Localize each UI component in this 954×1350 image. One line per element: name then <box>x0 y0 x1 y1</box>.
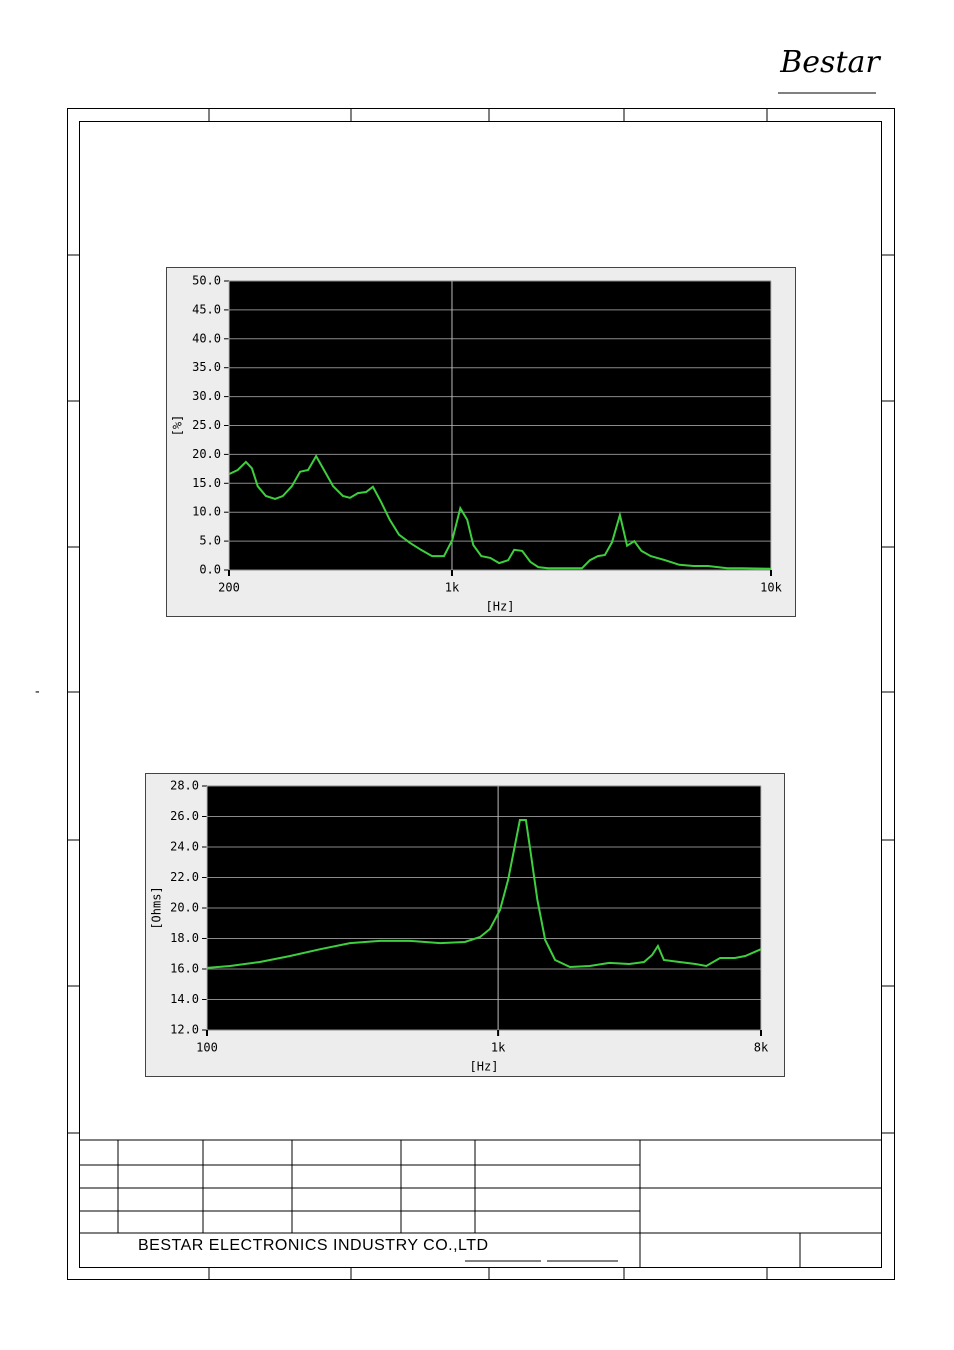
y-tick-label: 18.0 <box>170 931 199 945</box>
x-tick-label: 200 <box>218 581 240 595</box>
y-tick-label: 25.0 <box>192 418 221 432</box>
y-tick-label: 35.0 <box>192 360 221 374</box>
y-tick-label: 0.0 <box>199 563 221 577</box>
x-tick-label: 8k <box>754 1041 769 1055</box>
y-axis-label: [Ohms] <box>150 886 164 929</box>
logo: Bestar <box>779 45 881 80</box>
x-tick-label: 10k <box>760 581 782 595</box>
data-line <box>228 454 772 570</box>
x-tick-label: 1k <box>445 581 460 595</box>
y-tick-label: 20.0 <box>192 447 221 461</box>
data-line <box>206 819 762 969</box>
y-tick-label: 16.0 <box>170 962 199 976</box>
y-tick-label: 14.0 <box>170 992 199 1006</box>
y-tick-label: 12.0 <box>170 1023 199 1037</box>
y-tick-label: 5.0 <box>199 534 221 548</box>
x-tick-label: 100 <box>196 1041 218 1055</box>
x-tick-label: 1k <box>491 1041 506 1055</box>
x-axis-label: [Hz] <box>470 1060 499 1074</box>
y-tick-label: 50.0 <box>192 274 221 288</box>
y-tick-label: 45.0 <box>192 302 221 316</box>
y-tick-label: 15.0 <box>192 476 221 490</box>
y-tick-label: 30.0 <box>192 389 221 403</box>
y-tick-label: 40.0 <box>192 331 221 345</box>
y-tick-label: 24.0 <box>170 840 199 854</box>
y-tick-label: 20.0 <box>170 901 199 915</box>
x-axis-label: [Hz] <box>486 600 515 614</box>
y-tick-label: 22.0 <box>170 870 199 884</box>
margin-mark: - <box>35 683 40 699</box>
y-axis-label: [%] <box>171 415 185 437</box>
frame <box>67 92 895 1280</box>
y-tick-label: 28.0 <box>170 779 199 793</box>
y-tick-label: 10.0 <box>192 505 221 519</box>
y-tick-label: 26.0 <box>170 809 199 823</box>
company-name: BESTAR ELECTRONICS INDUSTRY CO.,LTD <box>138 1237 489 1254</box>
